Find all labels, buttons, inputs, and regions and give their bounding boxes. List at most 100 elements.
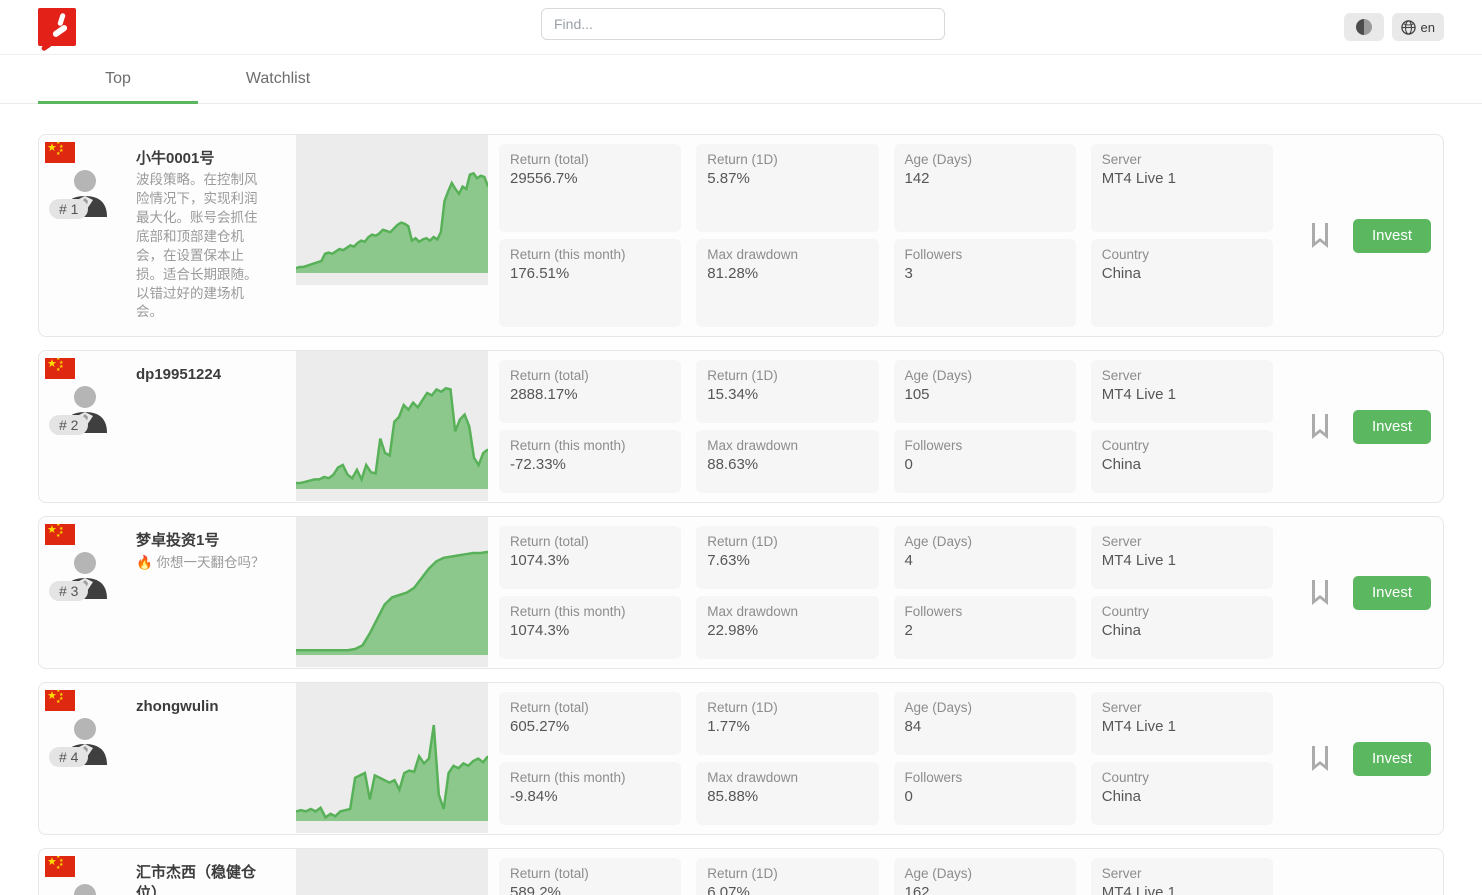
card-actions: Invest bbox=[1285, 683, 1443, 834]
trader-card[interactable]: ★ ★ ★ ★ ★ # 3 梦卓投资1号 🔥 你想一天翻仓吗？ Return (tot… bbox=[38, 516, 1444, 670]
stat-followers: Followers 3 bbox=[893, 239, 1076, 328]
stats-grid: Return (total) 605.27% Return (1D) 1.77%… bbox=[488, 683, 1285, 834]
trader-card[interactable]: ★ ★ ★ ★ ★ # 1 小牛0001号 波段策略。在控制风险情况下，实现利润最大化… bbox=[38, 134, 1444, 338]
stat-max-drawdown: Max drawdown 88.63% bbox=[696, 430, 879, 494]
stat-age-days: Age (Days) 4 bbox=[893, 526, 1076, 590]
performance-sparkline bbox=[296, 517, 488, 668]
stats-grid: Return (total) 589.2% Return (1D) 6.07% … bbox=[488, 849, 1285, 895]
performance-sparkline bbox=[296, 351, 488, 502]
trader-profile: ★ ★ ★ ★ ★ # 2 dp19951224 bbox=[39, 351, 296, 502]
invest-button[interactable]: Invest bbox=[1353, 575, 1431, 610]
rank-badge: # 3 bbox=[49, 581, 89, 602]
stat-return-total: Return (total) 29556.7% bbox=[499, 144, 682, 233]
search-input[interactable] bbox=[541, 8, 945, 40]
rank-badge: # 4 bbox=[49, 747, 89, 768]
stat-country: Country China bbox=[1090, 762, 1273, 826]
trader-card[interactable]: ★★★ ★★ # 5 汇市杰西（稳健仓位） 顺势波段交易策略 Return (t… bbox=[38, 848, 1444, 895]
tab-bar: Top Watchlist bbox=[0, 55, 1482, 104]
stat-return-month: Return (this month) -72.33% bbox=[499, 430, 682, 494]
stat-return-month: Return (this month) 176.51% bbox=[499, 239, 682, 328]
tab-top[interactable]: Top bbox=[38, 55, 198, 104]
globe-icon bbox=[1400, 19, 1416, 35]
china-flag-icon: ★ ★ ★ ★ ★ bbox=[45, 142, 75, 163]
stat-return-1d: Return (1D) 1.77% bbox=[696, 692, 879, 756]
stat-followers: Followers 0 bbox=[893, 430, 1076, 494]
stat-max-drawdown: Max drawdown 85.88% bbox=[696, 762, 879, 826]
trader-profile: ★ ★ ★ ★ ★ # 4 zhongwulin bbox=[39, 683, 296, 834]
trader-name: 梦卓投资1号 bbox=[136, 532, 220, 550]
language-label: en bbox=[1420, 19, 1435, 35]
stat-country: Country China bbox=[1090, 239, 1273, 328]
card-actions: Invest bbox=[1285, 849, 1443, 895]
stat-country: Country China bbox=[1090, 430, 1273, 494]
trader-name: 小牛0001号 bbox=[136, 150, 215, 167]
stat-age-days: Age (Days) 162 bbox=[893, 858, 1076, 895]
china-flag-icon: ★ ★ ★ ★ ★ bbox=[45, 524, 75, 546]
trader-card[interactable]: ★ ★ ★ ★ ★ # 4 zhongwulin Return (total) 60 bbox=[38, 682, 1444, 836]
stat-return-month: Return (this month) -9.84% bbox=[499, 762, 682, 826]
stat-max-drawdown: Max drawdown 81.28% bbox=[696, 239, 879, 328]
invest-button[interactable]: Invest bbox=[1353, 741, 1431, 776]
trader-name: 汇市杰西（稳健仓位） bbox=[136, 864, 257, 895]
bookmark-icon[interactable] bbox=[1310, 222, 1330, 249]
china-flag-icon: ★ ★ ★ ★ ★ bbox=[45, 358, 75, 380]
tab-watchlist[interactable]: Watchlist bbox=[245, 70, 311, 87]
stat-return-total: Return (total) 589.2% bbox=[499, 858, 682, 895]
stat-return-1d: Return (1D) 15.34% bbox=[696, 360, 879, 424]
app-logo-icon[interactable] bbox=[38, 8, 76, 52]
stat-return-1d: Return (1D) 5.87% bbox=[696, 144, 879, 233]
header-actions: en bbox=[1343, 13, 1444, 41]
stat-age-days: Age (Days) 142 bbox=[893, 144, 1076, 233]
contrast-icon bbox=[1355, 19, 1372, 35]
card-actions: Invest bbox=[1285, 351, 1443, 502]
invest-button[interactable]: Invest bbox=[1353, 409, 1431, 444]
bookmark-icon[interactable] bbox=[1310, 745, 1330, 772]
stats-grid: Return (total) 2888.17% Return (1D) 15.3… bbox=[488, 351, 1285, 502]
stat-age-days: Age (Days) 84 bbox=[893, 692, 1076, 756]
trader-card[interactable]: ★ ★ ★ ★ ★ # 2 dp19951224 Return (total) 28 bbox=[38, 350, 1444, 504]
performance-sparkline bbox=[296, 683, 488, 834]
trader-profile: ★★★ ★★ # 5 汇市杰西（稳健仓位） 顺势波段交易策略 bbox=[39, 849, 296, 895]
trader-name: zhongwulin bbox=[136, 698, 219, 716]
stat-age-days: Age (Days) 105 bbox=[893, 360, 1076, 424]
invest-button[interactable]: Invest bbox=[1353, 218, 1431, 253]
stats-grid: Return (total) 1074.3% Return (1D) 7.63%… bbox=[488, 517, 1285, 668]
avatar bbox=[74, 884, 96, 895]
stat-server: Server MT4 Live 1 bbox=[1090, 144, 1273, 233]
card-actions: Invest bbox=[1285, 517, 1443, 668]
stat-return-1d: Return (1D) 7.63% bbox=[696, 526, 879, 590]
bookmark-icon[interactable] bbox=[1310, 413, 1330, 440]
theme-toggle-button[interactable] bbox=[1343, 13, 1384, 41]
trader-profile: ★ ★ ★ ★ ★ # 3 梦卓投资1号 🔥 你想一天翻仓吗？ bbox=[39, 517, 296, 668]
performance-sparkline bbox=[296, 135, 488, 285]
stat-country: Country China bbox=[1090, 596, 1273, 660]
stat-return-total: Return (total) 605.27% bbox=[499, 692, 682, 756]
stat-server: Server MT4 Live 1 bbox=[1090, 858, 1273, 895]
stats-grid: Return (total) 29556.7% Return (1D) 5.87… bbox=[488, 135, 1285, 336]
trader-description: 波段策略。在控制风险情况下，实现利润最大化。账号会抓住底部和顶部建仓机会，在设置… bbox=[136, 172, 258, 320]
header: en bbox=[0, 0, 1482, 55]
stat-server: Server MT4 Live 1 bbox=[1090, 692, 1273, 756]
stat-return-total: Return (total) 1074.3% bbox=[499, 526, 682, 590]
stat-return-month: Return (this month) 1074.3% bbox=[499, 596, 682, 660]
stat-server: Server MT4 Live 1 bbox=[1090, 526, 1273, 590]
trader-list: ★ ★ ★ ★ ★ # 1 小牛0001号 波段策略。在控制风险情况下，实现利润最大化… bbox=[0, 104, 1482, 895]
china-flag-icon: ★ ★ ★ ★ ★ bbox=[45, 690, 75, 712]
rank-badge: # 1 bbox=[49, 199, 89, 219]
stat-return-total: Return (total) 2888.17% bbox=[499, 360, 682, 424]
stat-server: Server MT4 Live 1 bbox=[1090, 360, 1273, 424]
trader-description: 🔥 你想一天翻仓吗？ bbox=[136, 554, 265, 570]
trader-name: dp19951224 bbox=[136, 366, 222, 384]
performance-sparkline bbox=[296, 849, 488, 895]
rank-badge: # 2 bbox=[49, 415, 89, 436]
bookmark-icon[interactable] bbox=[1310, 579, 1330, 606]
china-flag-icon: ★ ★ ★ ★ ★ bbox=[45, 856, 75, 878]
stat-max-drawdown: Max drawdown 22.98% bbox=[696, 596, 879, 660]
language-button[interactable]: en bbox=[1391, 13, 1444, 41]
stat-followers: Followers 2 bbox=[893, 596, 1076, 660]
card-actions: Invest bbox=[1285, 135, 1443, 336]
search-bar bbox=[541, 8, 945, 40]
stat-followers: Followers 0 bbox=[893, 762, 1076, 826]
trader-profile: ★ ★ ★ ★ ★ # 1 小牛0001号 波段策略。在控制风险情况下，实现利润最大化… bbox=[39, 135, 296, 336]
stat-return-1d: Return (1D) 6.07% bbox=[696, 858, 879, 895]
